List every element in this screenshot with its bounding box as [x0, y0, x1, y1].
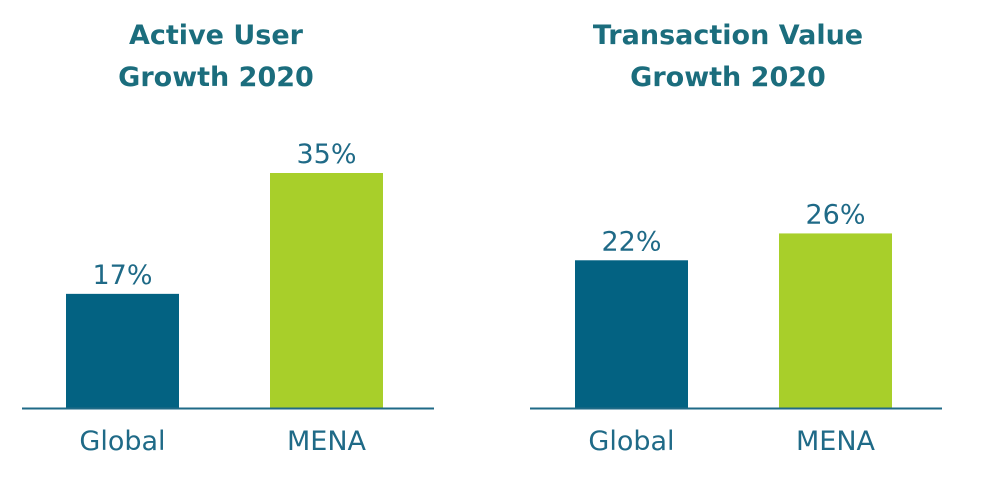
- chart-title-line-2: Growth 2020: [118, 62, 314, 93]
- tick-label-global: Global: [79, 426, 165, 457]
- data-label-mena: 26%: [805, 199, 865, 230]
- tick-label-mena: MENA: [287, 426, 367, 457]
- chart-title-line-2: Growth 2020: [630, 62, 826, 93]
- chart-active-user-growth: Active User Growth 2020 17% Global 35% MENA: [22, 20, 434, 457]
- bar-mena: [779, 233, 892, 408]
- data-label-mena: 35%: [296, 139, 356, 170]
- bar-global: [66, 293, 179, 408]
- chart-title-line-1: Active User: [129, 20, 304, 51]
- bar-global: [575, 260, 688, 408]
- bar-mena: [270, 173, 383, 408]
- chart-transaction-value-growth: Transaction Value Growth 2020 22% Global 26%…: [530, 20, 942, 457]
- tick-label-mena: MENA: [796, 426, 876, 457]
- data-label-global: 22%: [601, 226, 661, 257]
- tick-label-global: Global: [588, 426, 674, 457]
- chart-title-line-1: Transaction Value: [593, 20, 863, 51]
- data-label-global: 17%: [92, 260, 152, 291]
